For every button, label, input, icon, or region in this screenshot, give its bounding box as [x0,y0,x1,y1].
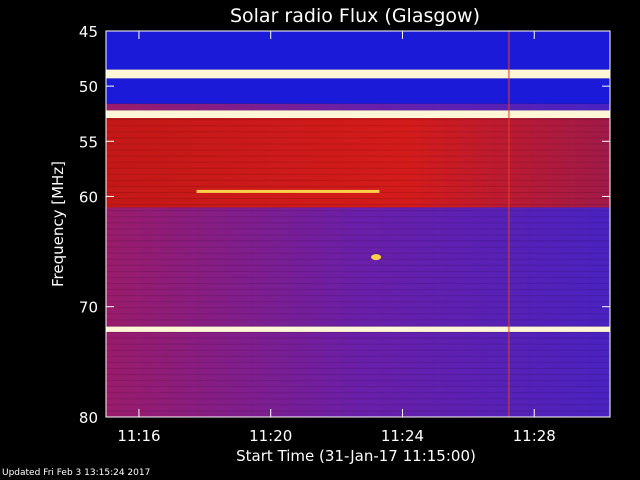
stripe [106,380,610,382]
stripe [106,252,610,254]
chart-title: Solar radio Flux (Glasgow) [230,5,480,27]
stripe [106,386,610,388]
band-4 [106,110,610,119]
stripe [106,398,610,400]
updated-timestamp: Updated Fri Feb 3 13:15:24 2017 [2,468,151,478]
stripe [106,373,610,375]
stripe [106,295,610,297]
stripe [106,179,610,181]
stripe [106,355,610,357]
stripe [106,270,610,272]
stripe [106,410,610,412]
stripe [106,210,610,212]
x-tick-label: 11:28 [513,427,556,445]
y-tick-label: 80 [79,409,98,427]
stripe [106,119,610,121]
stripe [106,246,610,248]
y-tick-label: 60 [79,188,98,206]
y-tick-label: 45 [79,23,98,41]
stripe [106,404,610,406]
stripe [106,228,610,230]
stripe [106,349,610,351]
band-1 [106,69,610,79]
stripe [106,234,610,236]
stripe [106,319,610,321]
stripe [106,289,610,291]
stripe [106,240,610,242]
stripe [106,258,610,260]
x-axis-label: Start Time (31-Jan-17 11:15:00) [236,447,476,465]
stripe [106,125,610,127]
stripe [106,367,610,369]
stripe [106,331,610,333]
y-axis: 45 50 55 60 70 80 [79,23,610,427]
stripe [106,216,610,218]
y-tick-label: 55 [79,133,98,151]
band-8 [106,326,610,333]
stripe [106,392,610,394]
band-2 [106,78,610,104]
x-tick-label: 11:24 [381,427,424,445]
stripe [106,313,610,315]
stripe [106,307,610,309]
stripe [106,337,610,339]
stripe [106,161,610,163]
x-tick-label: 11:16 [117,427,160,445]
feature-vline-2 [507,31,510,417]
stripe [106,149,610,151]
stripe [106,361,610,363]
stripe [106,343,610,345]
band-7 [106,240,610,327]
stripe [106,155,610,157]
y-axis-label: Frequency [MHz] [49,161,67,287]
feature-hline-0 [196,189,380,193]
x-axis: 11:16 11:20 11:24 11:28 [117,31,556,445]
stripe [106,264,610,266]
stripe [106,143,610,145]
stripe [106,198,610,200]
stripe [106,301,610,303]
stripe [106,204,610,206]
plot-frame [105,30,611,418]
plot-area [106,31,610,418]
x-tick-label: 11:20 [249,427,292,445]
stripe [106,131,610,133]
band-3 [106,103,610,111]
stripe [106,173,610,175]
band-0 [106,31,610,70]
band-6 [106,207,610,241]
stripe [106,283,610,285]
stripe [106,167,610,169]
feature-burst-1 [371,254,382,261]
stripe [106,276,610,278]
y-tick-label: 50 [79,78,98,96]
y-tick-label: 70 [79,299,98,317]
stripe [106,137,610,139]
stripe [106,325,610,327]
stripe [106,222,610,224]
band-9 [106,332,610,417]
stripe [106,185,610,187]
